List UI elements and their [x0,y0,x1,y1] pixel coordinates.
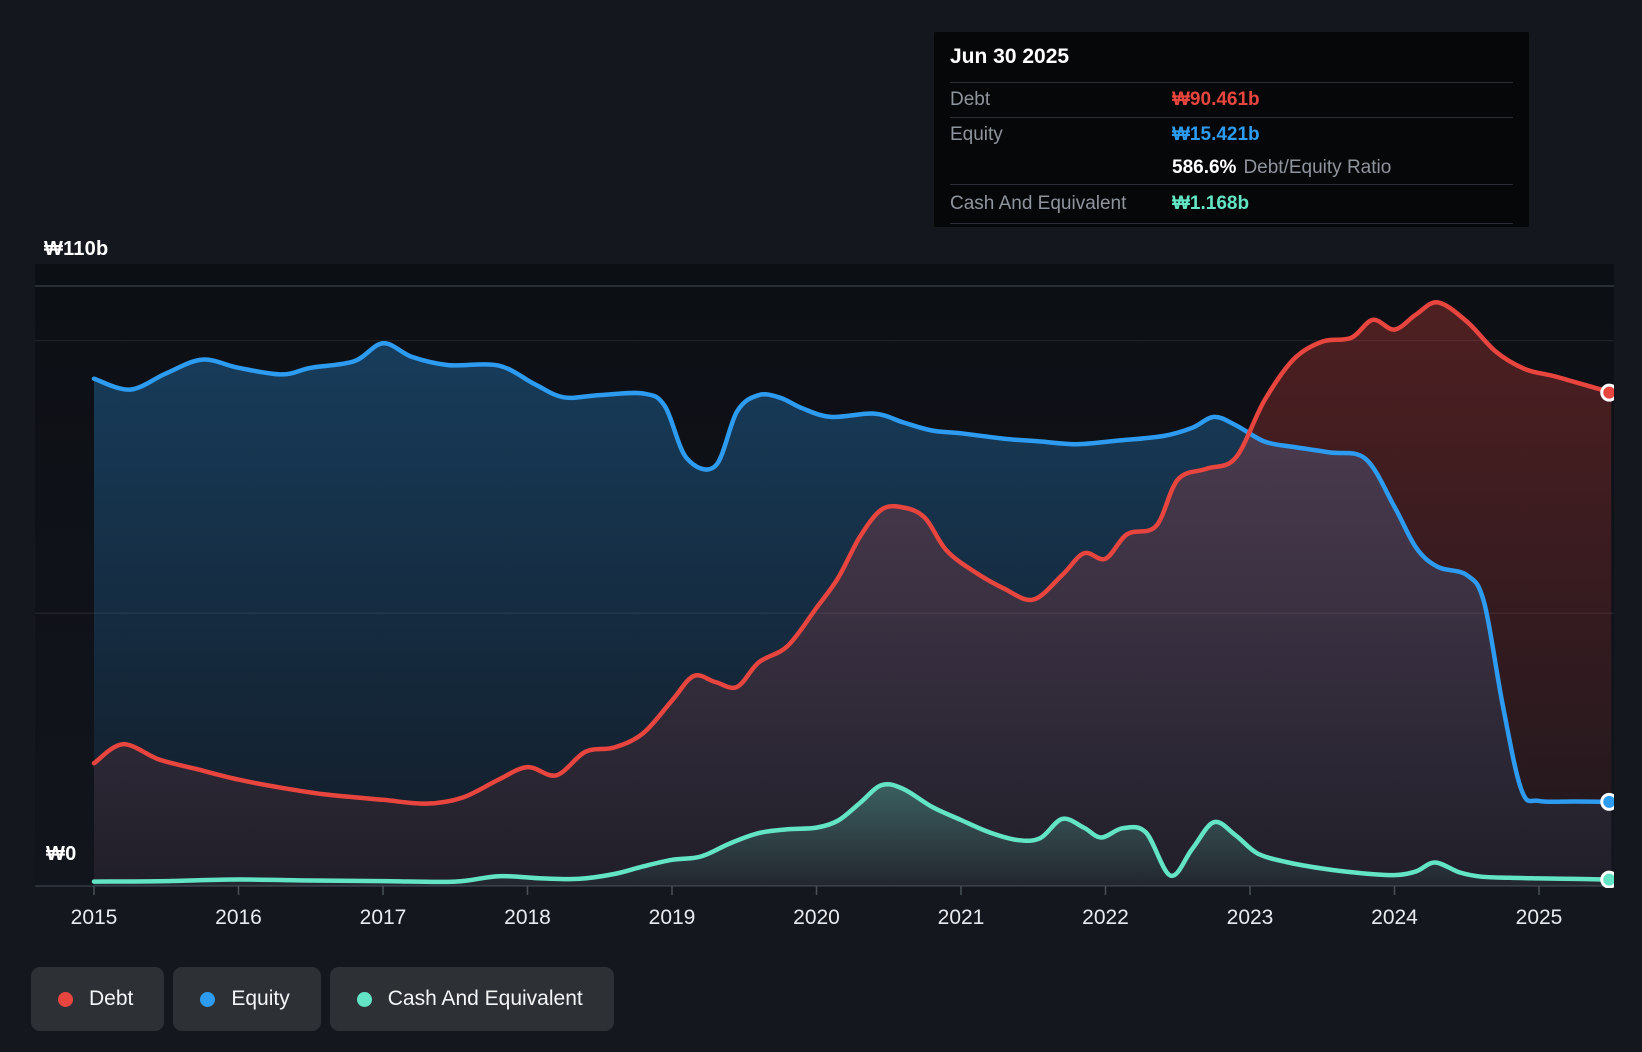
legend-cash-label: Cash And Equivalent [387,987,583,1010]
cash-line [91,781,1614,885]
equity-endpoint-marker [1600,792,1614,811]
x-axis-label-2017: 2017 [360,906,407,929]
legend-item-debt[interactable]: Debt [31,967,165,1031]
chart-legend: Debt Equity Cash And Equivalent [31,967,614,1031]
x-axis-label-2020: 2020 [793,906,840,929]
y-axis-max-label: ₩110b [44,238,109,260]
tooltip-ratio-value: 586.6% [1172,156,1237,178]
tooltip-equity-label: Equity [950,123,1003,145]
tooltip-equity-row: Equity ₩15.421b [950,118,1513,151]
tooltip-equity-value: ₩15.421b [1172,123,1260,145]
cash-endpoint-marker [1600,870,1614,888]
x-axis-label-2025: 2025 [1516,906,1563,929]
debt-area [94,302,1612,887]
x-axis-label-2022: 2022 [1082,906,1129,929]
y-axis-zero-label: ₩0 [46,843,77,865]
x-axis-label-2018: 2018 [504,906,551,929]
equity-line [91,341,1614,805]
tooltip-cash-value: ₩1.168b [1172,193,1250,214]
x-axis-label-2021: 2021 [938,906,985,929]
debt-series-dot-icon [58,991,73,1007]
tooltip-ratio-row: 586.6% Debt/Equity Ratio [950,151,1513,185]
tooltip-cash-row: Cash And Equivalent ₩1.168b [950,185,1513,224]
x-axis: 2015 2016 2017 2018 2019 2020 2021 2022 2023 2024… [71,886,1563,929]
chart-tooltip: Jun 30 2025 Debt ₩90.461b Equity ₩15.421… [933,31,1530,228]
x-axis-label-2023: 2023 [1227,906,1274,929]
tooltip-debt-label: Debt [950,89,991,110]
equity-series-dot-icon [200,991,216,1007]
legend-item-equity[interactable]: Equity [173,967,321,1031]
legend-equity-label: Equity [231,987,290,1010]
x-axis-label-2024: 2024 [1371,906,1418,929]
tooltip-date: Jun 30 2025 [950,32,1513,83]
series-layer [91,300,1614,888]
tooltip-cash-label: Cash And Equivalent [950,193,1127,214]
legend-debt-label: Debt [89,987,134,1010]
tooltip-debt-value: ₩90.461b [1172,89,1260,110]
x-axis-label-2016: 2016 [215,906,262,929]
x-axis-label-2019: 2019 [649,906,696,929]
tooltip-debt-row: Debt ₩90.461b [950,83,1513,118]
cash-series-dot-icon [356,991,372,1007]
x-axis-label-2015: 2015 [71,906,118,929]
debt-endpoint-marker [1600,383,1614,402]
debt-line [91,300,1614,806]
cash-area [94,784,1612,886]
chart-hover-area[interactable] [35,264,1614,886]
tooltip-ratio-label: Debt/Equity Ratio [1243,156,1392,178]
legend-item-cash[interactable]: Cash And Equivalent [329,967,614,1031]
